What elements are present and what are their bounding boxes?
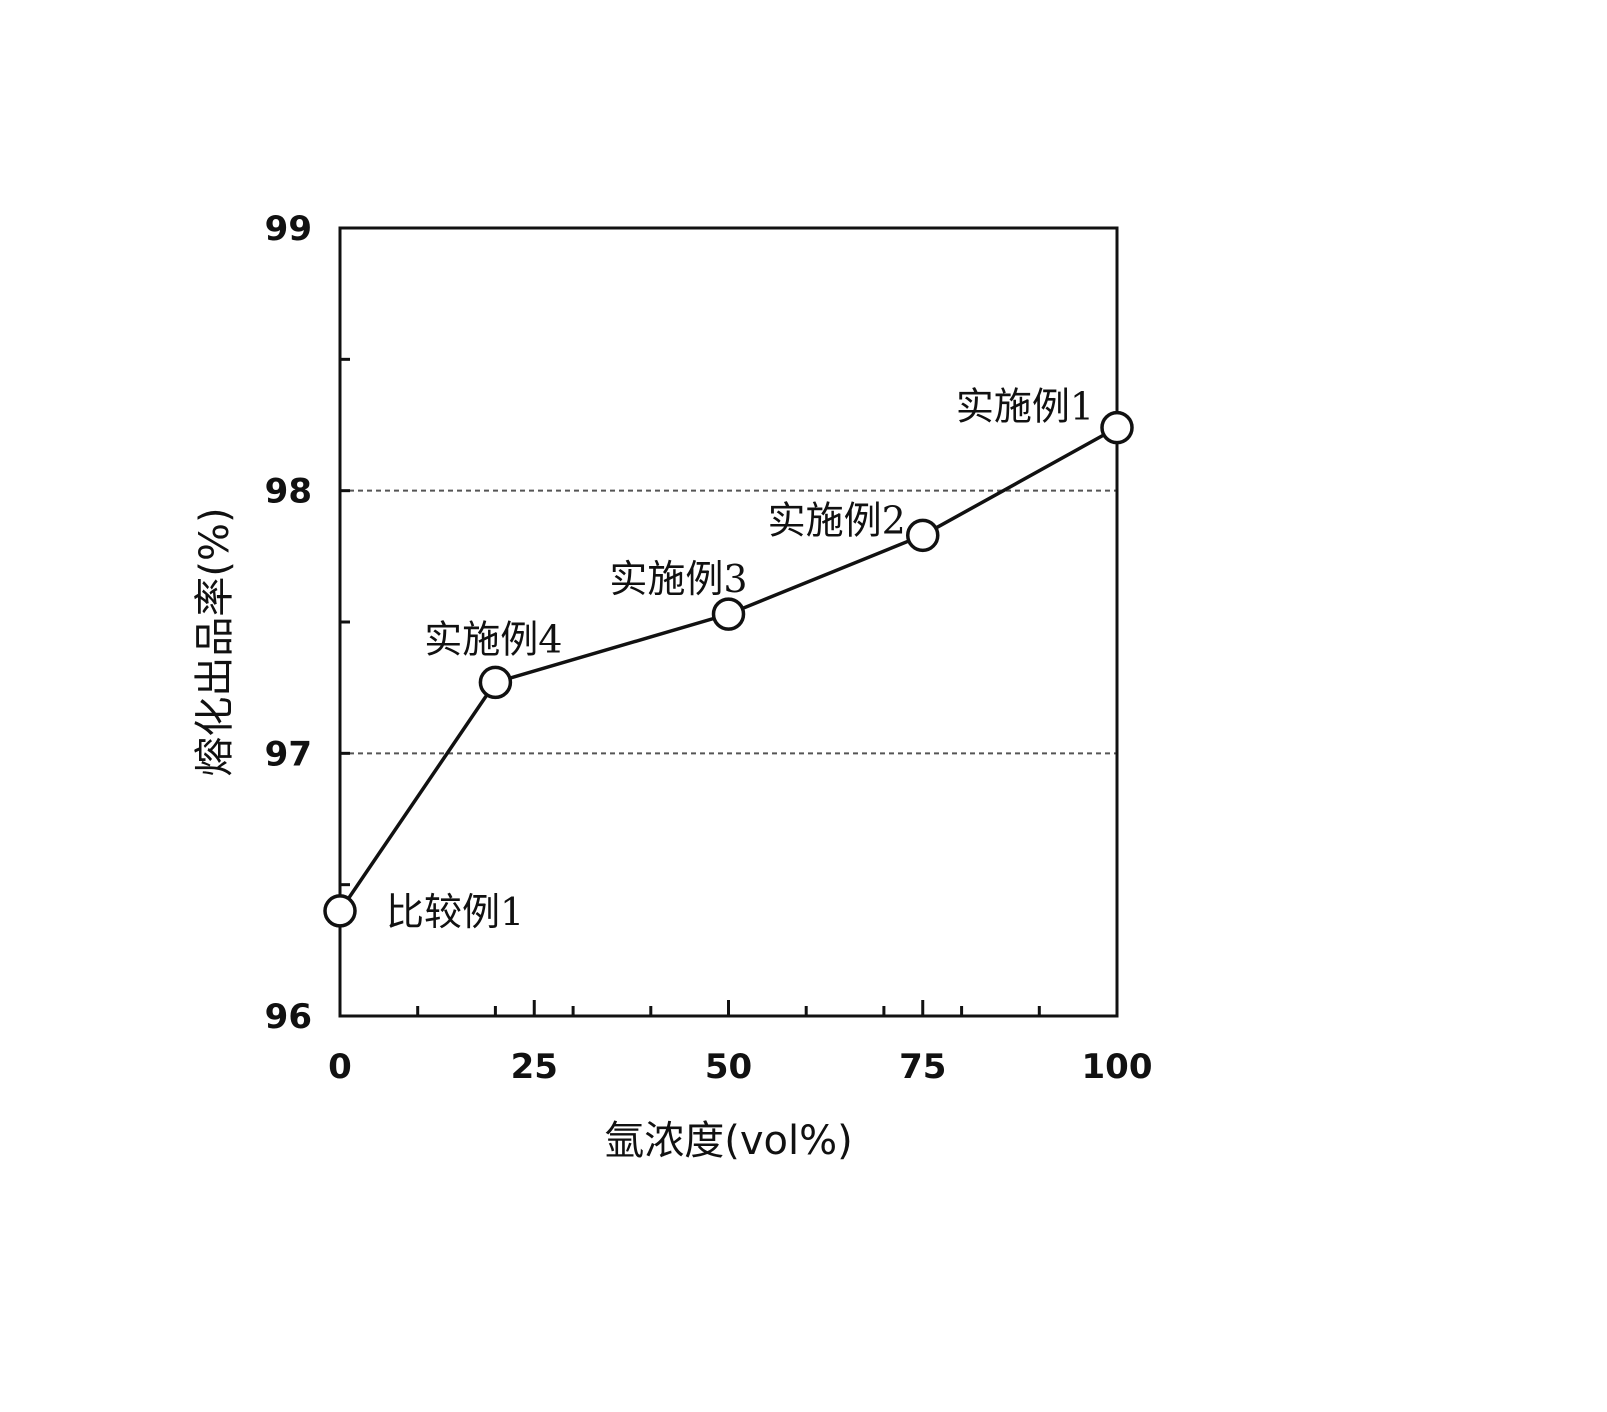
x-tick-label: 25 xyxy=(511,1047,558,1087)
y-tick-label: 97 xyxy=(265,734,312,774)
data-point xyxy=(908,520,938,550)
x-tick-label: 75 xyxy=(899,1047,946,1087)
data-point xyxy=(1102,413,1132,443)
data-point xyxy=(480,667,510,697)
point-label: 实施例4 xyxy=(424,617,562,661)
data-point xyxy=(714,599,744,629)
x-tick-label: 50 xyxy=(705,1047,752,1087)
data-point xyxy=(325,896,355,926)
point-labels: 比较例1 实施例4 实施例3 实施例2 实施例1 xyxy=(386,385,1094,934)
y-tick-label: 99 xyxy=(265,209,312,249)
point-label: 实施例2 xyxy=(768,498,906,542)
point-label: 实施例1 xyxy=(956,385,1094,429)
x-tick-labels: 0 25 50 75 100 xyxy=(328,1047,1152,1087)
y-tick-labels: 96 97 98 99 xyxy=(265,209,312,1037)
series-line xyxy=(340,428,1117,911)
point-label: 比较例1 xyxy=(386,890,524,934)
data-markers xyxy=(325,413,1132,926)
y-tick-label: 96 xyxy=(265,997,312,1037)
x-axis-title: 氩浓度(vol%) xyxy=(604,1118,852,1164)
x-tick-label: 0 xyxy=(328,1047,352,1087)
point-label: 实施例3 xyxy=(609,557,747,601)
y-tick-label: 98 xyxy=(265,472,312,512)
x-tick-label: 100 xyxy=(1082,1047,1153,1087)
y-axis-title: 熔化出品率(%) xyxy=(192,507,238,776)
